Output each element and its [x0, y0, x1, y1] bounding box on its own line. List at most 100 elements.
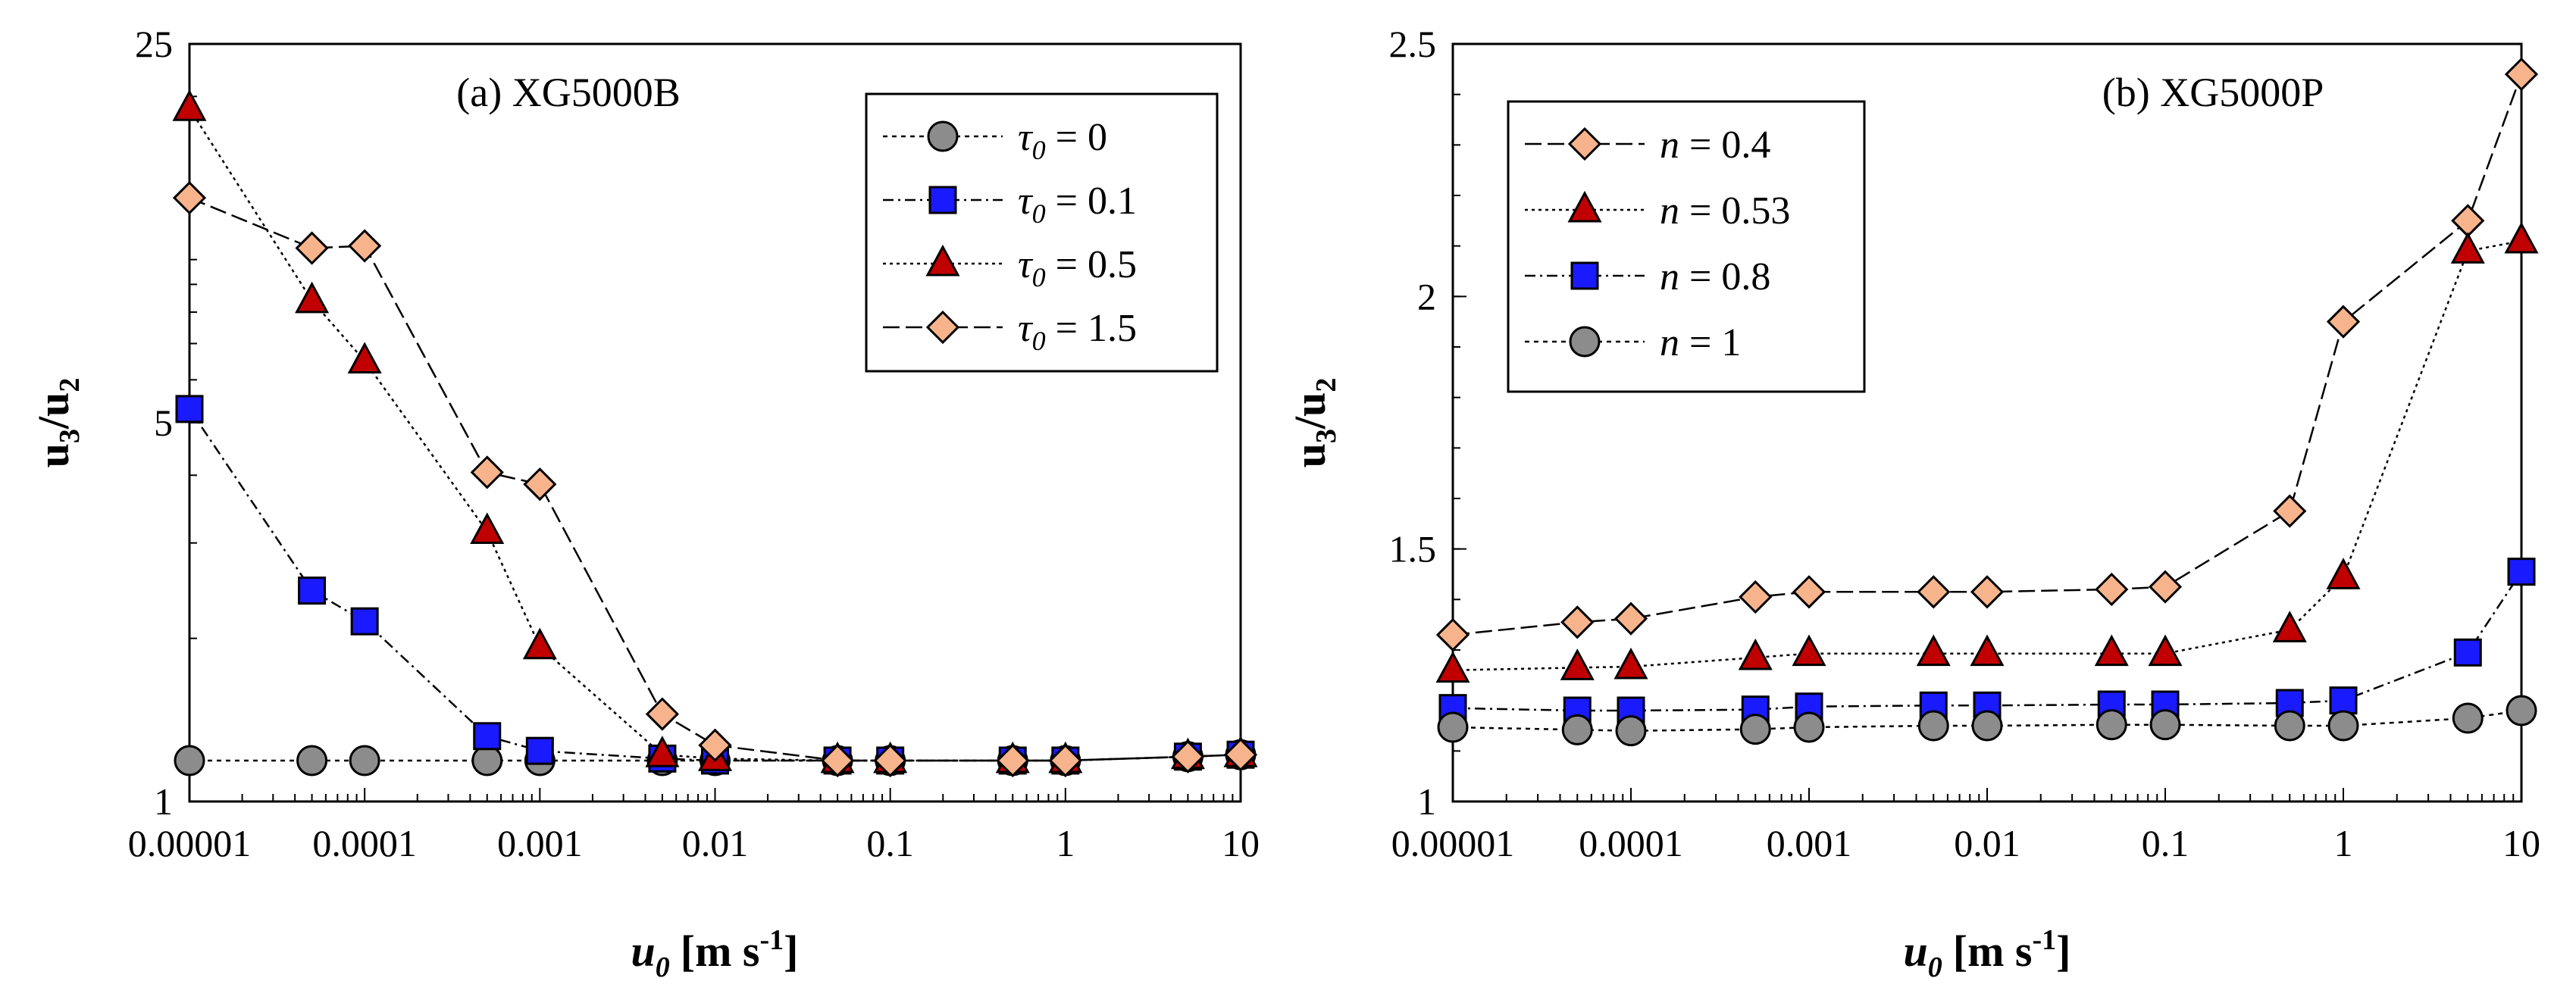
x-tick-label: 0.1 — [2142, 822, 2189, 864]
legend-label: τ0 = 0 — [1018, 116, 1107, 165]
data-point-square — [2453, 638, 2482, 667]
series-markers — [1435, 57, 2539, 747]
legend-marker-diamond — [1567, 127, 1602, 161]
data-point-triangle — [172, 89, 207, 121]
data-point-triangle — [522, 627, 557, 660]
data-point-circle — [471, 745, 503, 776]
x-tick-label: 1 — [1056, 822, 1075, 864]
x-tick-label: 0.001 — [1767, 822, 1852, 864]
data-point-triangle — [645, 736, 680, 767]
data-point-circle — [1437, 711, 1469, 743]
panel-title: (a) XG5000B — [456, 70, 680, 115]
data-point-triangle — [347, 342, 382, 373]
data-point-diamond — [523, 467, 557, 502]
x-axis-title: u0 [m s-1] — [631, 924, 799, 983]
x-tick-label: 0.0001 — [1579, 822, 1683, 864]
data-point-triangle — [470, 512, 505, 545]
legend-marker-circle — [1569, 326, 1601, 358]
data-point-triangle — [1792, 634, 1826, 667]
series-markers — [172, 89, 1258, 778]
data-point-square — [525, 736, 554, 765]
x-tick-label: 0.00001 — [128, 822, 252, 864]
data-point-diamond — [1171, 739, 1205, 773]
series-line-1 — [188, 408, 1241, 762]
data-point-square — [175, 395, 204, 423]
data-point-triangle — [1614, 647, 1648, 680]
data-point-diamond — [1792, 575, 1826, 609]
data-point-circle — [2096, 709, 2127, 741]
legend-label: n = 0.53 — [1660, 189, 1790, 233]
data-point-diamond — [295, 231, 329, 265]
x-tick-label: 0.01 — [1954, 822, 2020, 864]
data-point-triangle — [1738, 638, 1773, 670]
x-tick-label: 0.00001 — [1391, 822, 1515, 864]
legend-marker-triangle — [1567, 190, 1602, 223]
y-axis-title: u3/u2 — [29, 378, 86, 468]
data-point-circle — [1917, 710, 1949, 742]
data-point-triangle — [2094, 634, 2129, 667]
data-point-diamond — [172, 181, 207, 215]
data-point-triangle — [295, 281, 330, 314]
data-point-diamond — [2273, 494, 2307, 528]
data-point-diamond — [1970, 575, 2005, 609]
x-tick-label: 1 — [2334, 822, 2353, 864]
data-point-diamond — [645, 697, 680, 731]
y-tick-label: 2.5 — [1389, 23, 1437, 65]
legend-box — [1507, 100, 1866, 393]
data-point-square — [2329, 686, 2358, 715]
x-tick-label: 10 — [1222, 822, 1260, 864]
data-point-circle — [2327, 710, 2359, 742]
legend-label: τ0 = 1.5 — [1018, 307, 1137, 356]
data-point-square — [2507, 558, 2536, 586]
y-tick-label: 1 — [154, 780, 173, 823]
data-point-diamond — [1435, 617, 1470, 652]
data-point-triangle — [1560, 648, 1595, 680]
data-point-triangle — [2272, 611, 2307, 642]
x-tick-label: 0.01 — [682, 822, 749, 864]
data-point-circle — [2452, 702, 2484, 734]
y-tick-label: 5 — [154, 402, 173, 444]
legend-label: τ0 = 0.5 — [1018, 243, 1137, 292]
y-tick-label: 1.5 — [1389, 528, 1437, 570]
legend: τ0 = 0 τ0 = 0.1 τ0 = 0.5 τ0 = 1.5 — [865, 92, 1219, 373]
legend-label: n = 0.4 — [1660, 123, 1770, 167]
data-point-diamond — [1917, 575, 1951, 609]
data-point-triangle — [1970, 634, 2005, 667]
x-axis-title: u0 [m s-1] — [1904, 924, 2071, 983]
data-point-diamond — [1739, 580, 1773, 614]
legend: n = 0.4 n = 0.53 n = 0.8 n = 1 — [1507, 100, 1866, 393]
data-point-circle — [1561, 714, 1593, 745]
y-tick-label: 1 — [1417, 780, 1436, 823]
data-point-circle — [296, 745, 328, 776]
legend-label: n = 0.8 — [1660, 255, 1770, 298]
legend-marker-triangle — [925, 244, 960, 277]
y-tick-label: 2 — [1417, 275, 1436, 317]
legend-marker-square — [1570, 261, 1599, 290]
data-point-circle — [2274, 710, 2305, 742]
panel-title: (b) XG5000P — [2102, 70, 2324, 115]
legend-marker-diamond — [925, 310, 960, 345]
data-point-triangle — [2326, 558, 2361, 589]
data-point-circle — [2149, 709, 2181, 741]
x-tick-label: 0.0001 — [312, 822, 417, 864]
data-point-diamond — [1048, 743, 1082, 778]
x-tick-label: 0.1 — [866, 822, 914, 864]
data-point-diamond — [2326, 305, 2361, 339]
data-point-diamond — [470, 455, 504, 489]
data-point-diamond — [2504, 57, 2539, 92]
data-point-diamond — [1614, 601, 1648, 636]
data-point-triangle — [1435, 651, 1470, 683]
y-axis-title: u3/u2 — [1285, 378, 1342, 468]
data-point-diamond — [1560, 605, 1595, 639]
data-point-triangle — [2504, 221, 2539, 254]
x-tick-label: 10 — [2502, 822, 2540, 864]
data-point-square — [350, 607, 379, 636]
legend-label: n = 1 — [1660, 321, 1741, 364]
legend-box — [865, 92, 1219, 373]
y-tick-label: 25 — [135, 23, 173, 65]
data-point-diamond — [996, 743, 1030, 778]
data-point-circle — [1971, 710, 2003, 742]
data-point-circle — [2506, 695, 2537, 726]
data-point-triangle — [2148, 634, 2183, 667]
